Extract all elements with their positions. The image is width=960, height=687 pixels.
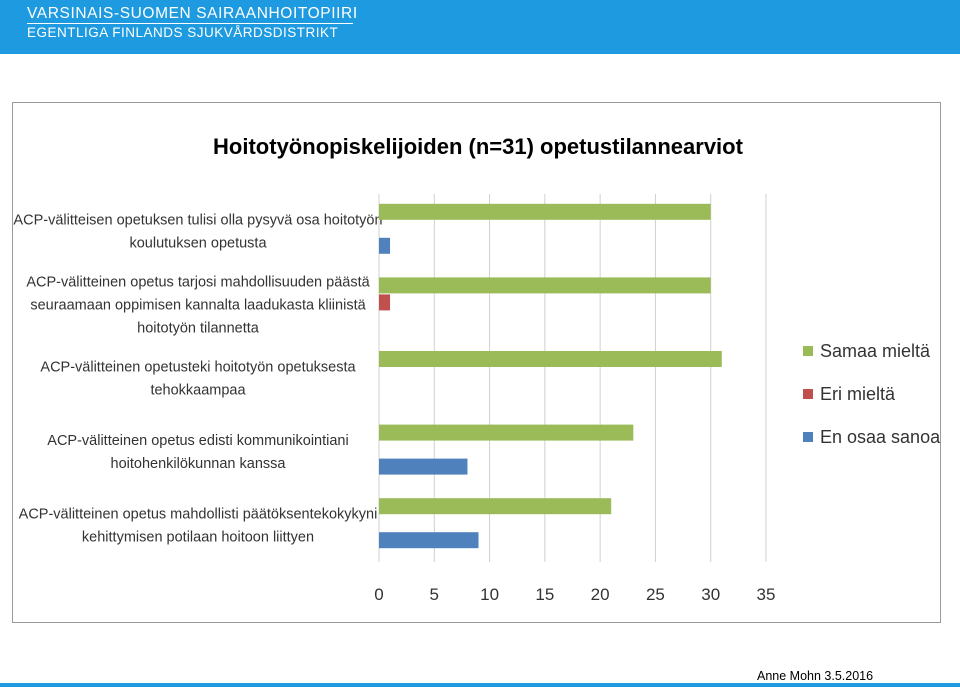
- bar-en-osaa-sanoa-cat5: [379, 532, 479, 549]
- org-name-swedish: EGENTLIGA FINLANDS SJUKVÅRDSDISTRIKT: [27, 25, 339, 40]
- bar-samaa-mielta-cat1: [379, 203, 711, 220]
- legend-label-samaa-mielta: Samaa mieltä: [820, 341, 931, 361]
- bar-en-osaa-sanoa-cat1: [379, 237, 391, 254]
- x-tick-label-20: 20: [591, 585, 610, 604]
- category-label-2: ACP-välitteinen opetus tarjosi mahdollis…: [26, 274, 370, 336]
- org-name-divider: [27, 23, 353, 24]
- legend-swatch-samaa-mielta: [803, 346, 813, 356]
- footer-author-date: Anne Mohn 3.5.2016: [757, 669, 874, 683]
- bar-samaa-mielta-cat2: [379, 277, 711, 294]
- legend-swatch-en-osaa-sanoa: [803, 432, 813, 442]
- category-label-3: ACP-välitteinen opetusteki hoitotyön ope…: [40, 360, 356, 399]
- org-name-finnish: VARSINAIS-SUOMEN SAIRAANHOITOPIIRI: [27, 5, 358, 22]
- bar-eri-mielta-cat2: [379, 294, 391, 311]
- legend-label-eri-mielta: Eri mieltä: [820, 384, 896, 404]
- bar-en-osaa-sanoa-cat4: [379, 458, 468, 475]
- bar-samaa-mielta-cat4: [379, 424, 634, 441]
- footer-bar: [0, 683, 960, 687]
- bar-samaa-mielta-cat3: [379, 351, 722, 367]
- chart-title: Hoitotyönopiskelijoiden (n=31) opetustil…: [213, 134, 744, 159]
- x-tick-label-5: 5: [430, 585, 439, 604]
- legend-label-en-osaa-sanoa: En osaa sanoa: [820, 427, 941, 447]
- x-tick-label-35: 35: [757, 585, 776, 604]
- x-axis-ticks: 0 5 10 15 20 25 30 35: [374, 585, 775, 604]
- category-label-4: ACP-välitteinen opetus edisti kommunikoi…: [47, 433, 348, 472]
- bars: [379, 203, 722, 549]
- legend-swatch-eri-mielta: [803, 389, 813, 399]
- x-tick-label-10: 10: [480, 585, 499, 604]
- x-tick-label-25: 25: [646, 585, 665, 604]
- bar-samaa-mielta-cat5: [379, 498, 612, 515]
- x-tick-label-0: 0: [374, 585, 383, 604]
- header-bar: VARSINAIS-SUOMEN SAIRAANHOITOPIIRI EGENT…: [0, 0, 960, 54]
- x-tick-label-30: 30: [701, 585, 720, 604]
- x-tick-label-15: 15: [535, 585, 554, 604]
- category-label-5: ACP-välitteinen opetus mahdollisti päätö…: [19, 507, 378, 546]
- legend: Samaa mieltä Eri mieltä En osaa sanoa: [803, 341, 941, 447]
- category-label-1: ACP-välitteisen opetuksen tulisi olla py…: [13, 212, 382, 251]
- category-labels: ACP-välitteisen opetuksen tulisi olla py…: [13, 212, 382, 545]
